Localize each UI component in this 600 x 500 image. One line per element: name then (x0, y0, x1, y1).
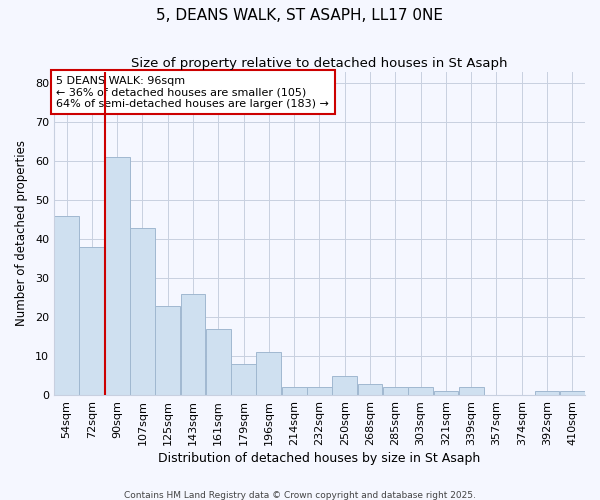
Bar (332, 376, 357, 395)
Bar (181, 294, 205, 395)
Bar (434, 392, 458, 395)
Bar (155, 306, 180, 395)
Bar (459, 388, 484, 395)
Bar (130, 228, 155, 395)
Bar (282, 388, 307, 395)
Bar (54, 216, 79, 395)
Y-axis label: Number of detached properties: Number of detached properties (15, 140, 28, 326)
Bar (560, 392, 585, 395)
Bar (256, 352, 281, 395)
Text: 5, DEANS WALK, ST ASAPH, LL17 0NE: 5, DEANS WALK, ST ASAPH, LL17 0NE (157, 8, 443, 22)
Bar (79, 247, 104, 395)
Bar (383, 388, 408, 395)
Bar (231, 364, 256, 395)
Bar (307, 388, 332, 395)
Bar (358, 384, 382, 395)
X-axis label: Distribution of detached houses by size in St Asaph: Distribution of detached houses by size … (158, 452, 481, 465)
Bar (408, 388, 433, 395)
Text: 5 DEANS WALK: 96sqm
← 36% of detached houses are smaller (105)
64% of semi-detac: 5 DEANS WALK: 96sqm ← 36% of detached ho… (56, 76, 329, 109)
Bar (105, 158, 130, 395)
Text: Contains HM Land Registry data © Crown copyright and database right 2025.: Contains HM Land Registry data © Crown c… (124, 490, 476, 500)
Title: Size of property relative to detached houses in St Asaph: Size of property relative to detached ho… (131, 58, 508, 70)
Bar (206, 329, 231, 395)
Bar (535, 392, 559, 395)
